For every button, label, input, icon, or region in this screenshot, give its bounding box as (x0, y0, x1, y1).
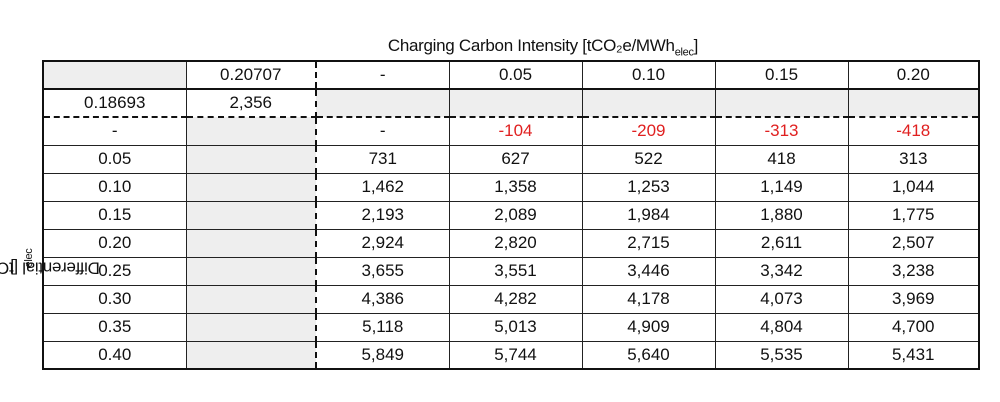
column-axis-title-text: Charging Carbon Intensity [tCO₂e/MWh (387, 36, 675, 55)
row-axis-title-wrap: Differential [tCO₂e/MWhelec] (0, 249, 100, 278)
value-cell: 2,820 (448, 228, 583, 258)
column-header: - (315, 60, 450, 90)
empty-shaded-cell (581, 88, 716, 118)
column-header: 0.15 (714, 60, 849, 90)
column-axis-title-subscript: elec (674, 46, 694, 59)
empty-shaded-cell (847, 88, 980, 118)
empty-shaded-cell (185, 340, 317, 370)
table-row: 0.20 2,924 2,820 2,715 2,611 2,507 (42, 228, 980, 258)
value-cell: 1,044 (847, 172, 980, 202)
empty-shaded-cell (315, 88, 450, 118)
table-row: 0.10 1,462 1,358 1,253 1,149 1,044 (42, 172, 980, 202)
base-row-header: 0.18693 (42, 88, 187, 118)
value-cell: 2,089 (448, 200, 583, 230)
value-cell: 2,507 (847, 228, 980, 258)
value-cell: 5,640 (581, 340, 716, 370)
empty-shaded-cell (185, 116, 317, 146)
value-cell: 1,149 (714, 172, 849, 202)
empty-shaded-cell (185, 200, 317, 230)
empty-shaded-cell (185, 256, 317, 286)
column-header: 0.10 (581, 60, 716, 90)
value-cell: 2,193 (315, 200, 450, 230)
table-row: 0.05 731 627 522 418 313 (42, 144, 980, 174)
empty-shaded-cell (185, 228, 317, 258)
empty-shaded-cell (185, 172, 317, 202)
row-header: 0.05 (42, 144, 187, 174)
value-cell: -313 (714, 116, 849, 146)
value-cell: 731 (315, 144, 450, 174)
value-cell: 313 (847, 144, 980, 174)
base-column-header: 0.20707 (185, 60, 317, 90)
column-axis-title-end: ] (693, 36, 699, 55)
value-cell: 3,551 (448, 256, 583, 286)
row-header: 0.35 (42, 312, 187, 342)
value-cell: 5,013 (448, 312, 583, 342)
column-header: 0.05 (448, 60, 583, 90)
column-axis-title: Charging Carbon Intensity [tCO₂e/MWhelec… (0, 36, 1000, 58)
row-header: 0.30 (42, 284, 187, 314)
value-cell: 2,715 (581, 228, 716, 258)
value-cell: 4,073 (714, 284, 849, 314)
row-axis-title-end: ] (10, 258, 16, 278)
table-row: 0.35 5,118 5,013 4,909 4,804 4,700 (42, 312, 980, 342)
row-header: 0.25 (42, 256, 187, 286)
value-cell: 3,969 (847, 284, 980, 314)
base-row: 0.18693 2,356 (42, 88, 980, 118)
table-row: 0.15 2,193 2,089 1,984 1,880 1,775 (42, 200, 980, 230)
value-cell: 5,118 (315, 312, 450, 342)
table-row: 0.30 4,386 4,282 4,178 4,073 3,969 (42, 284, 980, 314)
column-header: 0.20 (847, 60, 980, 90)
value-cell: 5,535 (714, 340, 849, 370)
value-cell: 5,431 (847, 340, 980, 370)
value-cell: 4,282 (448, 284, 583, 314)
value-cell: -209 (581, 116, 716, 146)
empty-shaded-cell (185, 312, 317, 342)
row-header: 0.15 (42, 200, 187, 230)
corner-cell (42, 60, 187, 90)
value-cell: 5,744 (448, 340, 583, 370)
row-header: - (42, 116, 187, 146)
empty-shaded-cell (714, 88, 849, 118)
value-cell: 1,253 (581, 172, 716, 202)
value-cell: 1,775 (847, 200, 980, 230)
value-cell: 3,342 (714, 256, 849, 286)
empty-shaded-cell (448, 88, 583, 118)
value-cell: 1,984 (581, 200, 716, 230)
value-cell: 4,700 (847, 312, 980, 342)
empty-shaded-cell (185, 144, 317, 174)
value-cell: 4,909 (581, 312, 716, 342)
value-cell: 1,880 (714, 200, 849, 230)
empty-shaded-cell (185, 284, 317, 314)
value-cell: 4,386 (315, 284, 450, 314)
value-cell: 4,804 (714, 312, 849, 342)
value-cell: 2,924 (315, 228, 450, 258)
value-cell: 1,358 (448, 172, 583, 202)
value-cell: 627 (448, 144, 583, 174)
value-cell: - (315, 116, 450, 146)
value-cell: -104 (448, 116, 583, 146)
value-cell: 418 (714, 144, 849, 174)
base-value-cell: 2,356 (185, 88, 317, 118)
value-cell: 3,446 (581, 256, 716, 286)
value-cell: 5,849 (315, 340, 450, 370)
value-cell: 1,462 (315, 172, 450, 202)
row-header: 0.20 (42, 228, 187, 258)
table-row: 0.25 3,655 3,551 3,446 3,342 3,238 (42, 256, 980, 286)
sensitivity-table: 0.20707 - 0.05 0.10 0.15 0.20 0.18693 2,… (42, 60, 980, 370)
row-header: 0.10 (42, 172, 187, 202)
table-row: - - -104 -209 -313 -418 (42, 116, 980, 146)
value-cell: 3,655 (315, 256, 450, 286)
value-cell: 4,178 (581, 284, 716, 314)
value-cell: 522 (581, 144, 716, 174)
value-cell: 3,238 (847, 256, 980, 286)
table-row: 0.40 5,849 5,744 5,640 5,535 5,431 (42, 340, 980, 370)
value-cell: 2,611 (714, 228, 849, 258)
value-cell: -418 (847, 116, 980, 146)
row-header: 0.40 (42, 340, 187, 370)
header-row: 0.20707 - 0.05 0.10 0.15 0.20 (42, 60, 980, 90)
